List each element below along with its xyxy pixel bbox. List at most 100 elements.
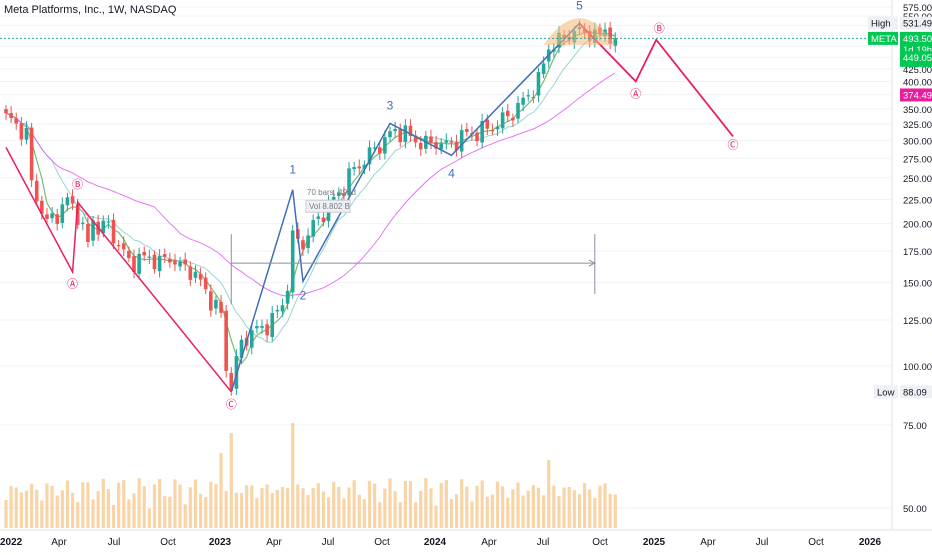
candle-body: [413, 135, 418, 143]
candle-body: [9, 113, 13, 119]
price-tick-label: 425.00: [903, 65, 932, 76]
candle-body: [203, 277, 208, 290]
price-tick-label: 250.00: [903, 174, 932, 185]
candle-body: [106, 221, 111, 223]
candle-body: [127, 251, 131, 258]
candle-body: [321, 217, 326, 223]
volume-bar: [14, 487, 18, 528]
volume-bar: [342, 498, 346, 528]
measure-arrow: [588, 259, 596, 267]
candle-body: [393, 128, 397, 132]
volume-bar: [245, 485, 249, 528]
ma-line-fast: [5, 31, 616, 365]
volume-bar: [111, 505, 116, 528]
candle-body: [383, 137, 387, 154]
price-tag-name: Low: [877, 387, 895, 398]
volume-bar: [403, 481, 407, 528]
candle-body: [229, 372, 234, 391]
candle-body: [75, 204, 80, 225]
time-tick-label: Oct: [374, 537, 390, 548]
volume-bar: [306, 495, 310, 528]
volume-bar: [9, 486, 13, 528]
candle-body: [331, 196, 336, 201]
candle-body: [275, 309, 280, 312]
candle-body: [173, 260, 177, 265]
volume-bar: [91, 499, 95, 528]
volume-bar: [158, 479, 162, 528]
volume-bar: [316, 483, 320, 528]
measure-bars-text: 70 bars, 490d: [307, 188, 356, 197]
volume-bar: [255, 498, 259, 528]
ma-line-mid: [5, 33, 616, 343]
volume-bar: [542, 495, 546, 528]
volume-bar: [168, 496, 172, 528]
candle-body: [224, 310, 228, 371]
candle-body: [516, 102, 520, 119]
candle-body: [86, 223, 90, 243]
candle-body: [50, 213, 54, 219]
wave-projection-label: Ⓒ: [728, 138, 739, 151]
volume-bar: [444, 480, 448, 528]
time-tick-label: Jul: [322, 537, 335, 548]
candle-body: [398, 129, 403, 143]
candle-body: [372, 147, 377, 149]
volume-bar: [460, 479, 464, 528]
candle-body: [121, 243, 126, 250]
volume-bar: [373, 483, 377, 528]
volume-bar: [183, 504, 187, 528]
price-tag-name-box: [868, 16, 898, 30]
candle-body: [132, 256, 136, 273]
volume-bar: [286, 488, 290, 528]
candle-body: [485, 119, 490, 129]
volume-bar: [531, 485, 535, 528]
volume-bar: [291, 423, 295, 528]
volume-bar: [449, 499, 454, 528]
price-tick-label: 150.00: [903, 279, 932, 290]
volume-bar: [86, 482, 90, 528]
volume-bar: [30, 483, 34, 528]
volume-bar: [465, 486, 469, 528]
volume-bar: [414, 502, 418, 528]
volume-bar: [50, 485, 54, 528]
volume-bar: [122, 480, 126, 528]
wave-projection-label: Ⓑ: [654, 22, 665, 35]
candle-body: [239, 339, 244, 358]
volume-bar: [434, 505, 438, 528]
volume-bar: [501, 486, 505, 528]
price-tick-label: 100.00: [903, 362, 932, 373]
volume-bar: [173, 479, 177, 528]
volume-bar: [209, 481, 213, 528]
volume-bar: [65, 480, 70, 528]
volume-bar: [367, 480, 372, 528]
volume-bar: [552, 485, 556, 528]
candle-body: [357, 166, 362, 169]
volume-bar: [470, 501, 474, 528]
measure-vol-box: [305, 199, 351, 213]
candle-body: [490, 130, 495, 132]
candle-body: [40, 200, 44, 214]
price-tick-label: 275.00: [903, 154, 932, 165]
volume-bar: [490, 494, 494, 528]
volume-bar: [163, 496, 167, 528]
wave-label-3: 3: [387, 98, 394, 112]
volume-bar: [152, 484, 157, 528]
candle-body: [444, 140, 449, 143]
candle-body: [526, 95, 531, 97]
volume-bar: [593, 498, 597, 528]
candle-body: [24, 127, 29, 140]
wave-correction-line: [5, 147, 232, 393]
volume-bar: [24, 490, 29, 528]
volume-bar: [511, 489, 515, 528]
volume-bar: [142, 486, 146, 528]
candle-body: [459, 130, 464, 152]
candle-body: [613, 38, 618, 46]
time-tick-label: Jul: [108, 537, 121, 548]
candle-body: [65, 197, 70, 206]
volume-bar: [76, 502, 80, 528]
price-tag-name-box: [874, 385, 898, 399]
candle-body: [337, 192, 341, 197]
volume-bar: [393, 491, 397, 528]
candle-body: [188, 266, 193, 280]
price-tag-name: High: [871, 19, 891, 30]
